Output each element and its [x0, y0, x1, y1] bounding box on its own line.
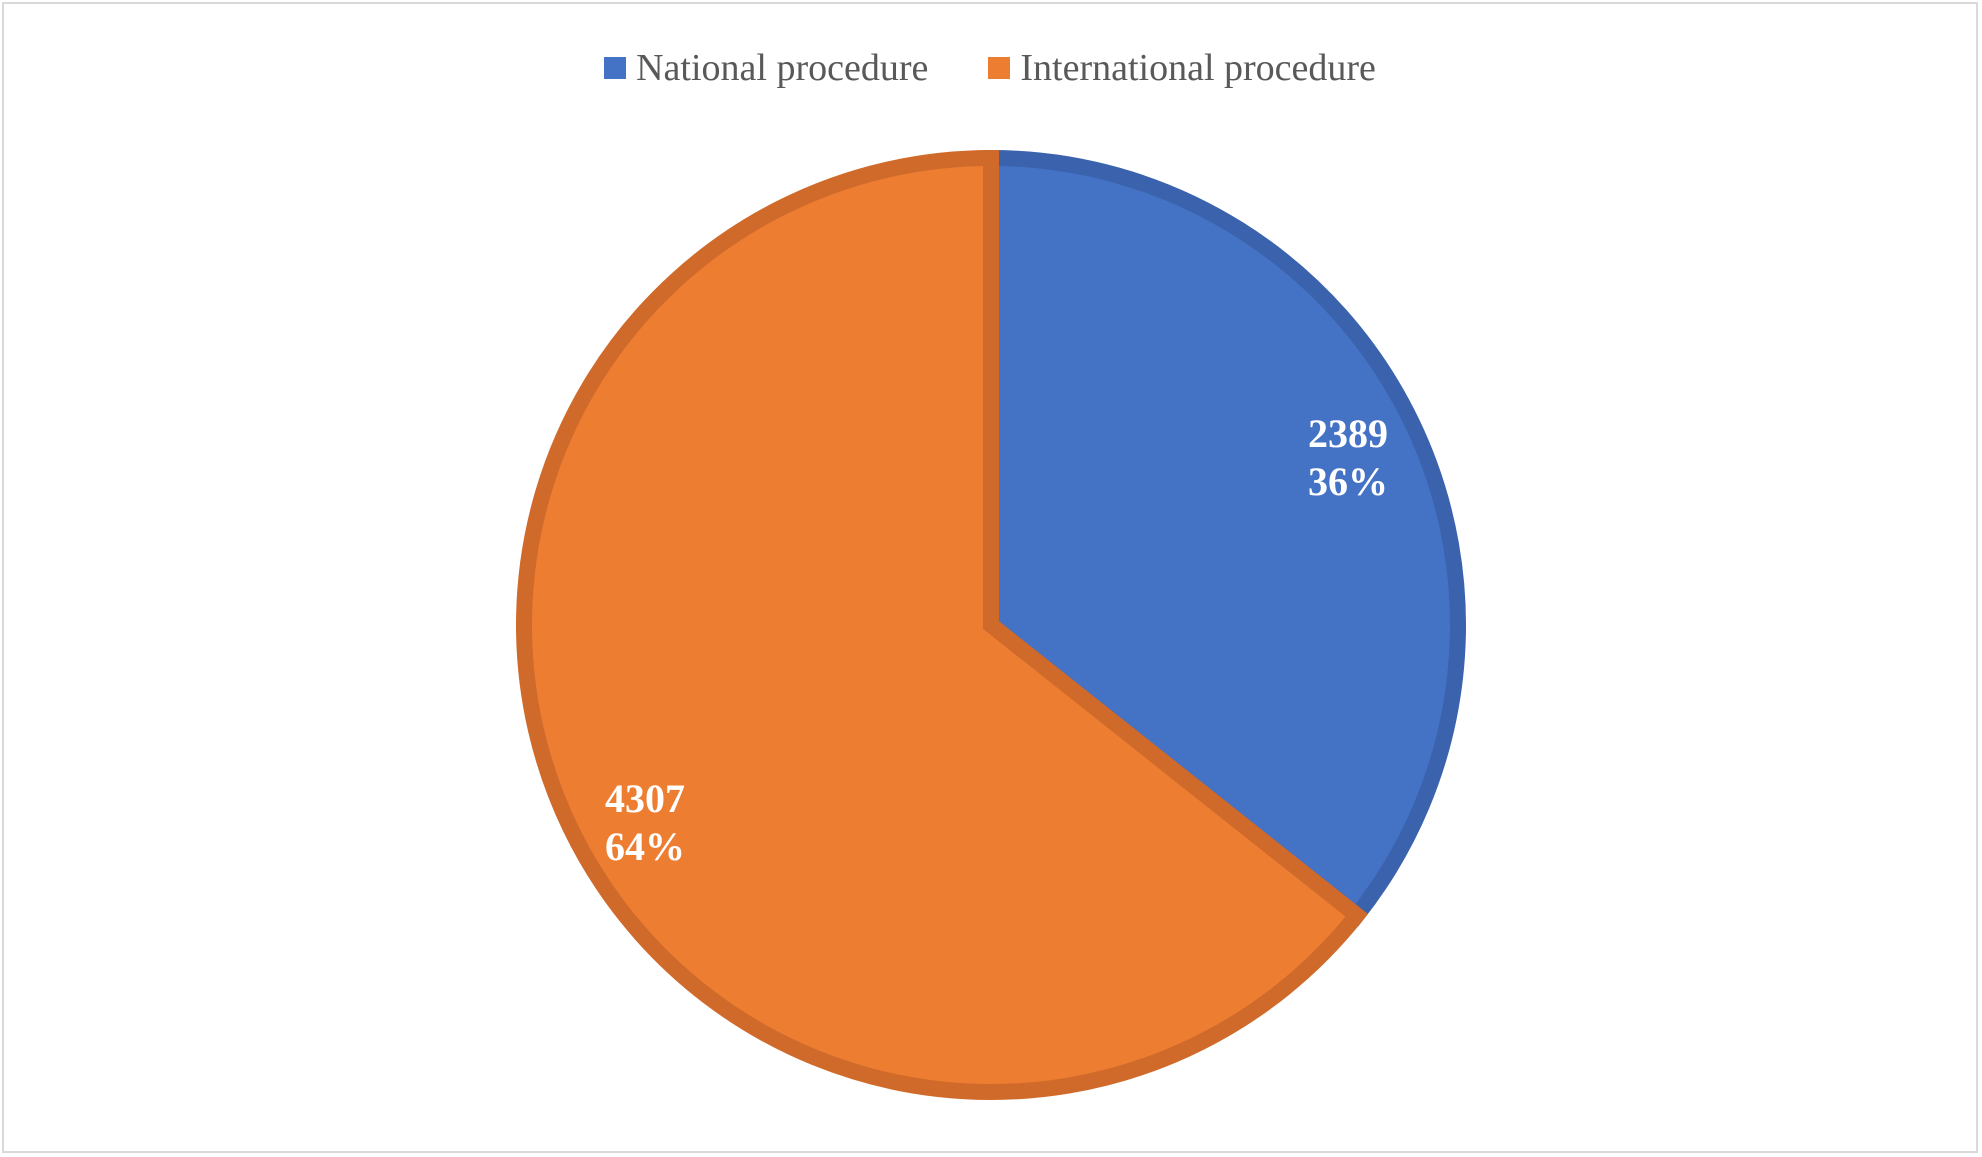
legend-item-national: National procedure	[604, 46, 928, 90]
data-label-national-value: 2389	[1308, 411, 1388, 456]
legend-swatch-national	[604, 57, 627, 79]
legend-label-international: International procedure	[1020, 47, 1376, 89]
legend-label-national: National procedure	[636, 47, 929, 89]
data-label-international-value: 4307	[605, 776, 685, 821]
pie-slice-national	[983, 149, 1466, 927]
legend-swatch-international	[988, 57, 1011, 79]
data-label-national-percent: 36%	[1308, 459, 1388, 504]
pie-slice-international	[516, 149, 1369, 1100]
legend: National procedure International procedu…	[4, 46, 1976, 90]
data-label-international-percent: 64%	[605, 824, 685, 869]
legend-item-international: International procedure	[988, 46, 1376, 90]
